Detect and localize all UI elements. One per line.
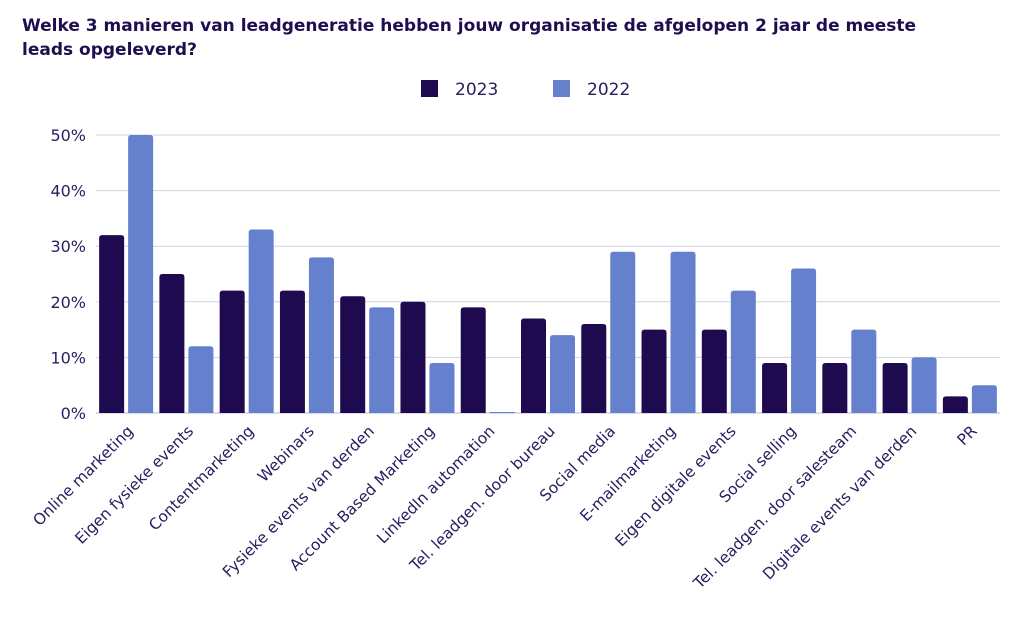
bar-2023-1	[159, 274, 185, 413]
x-tick-label: PR	[954, 422, 981, 449]
bar-2023-7	[521, 318, 546, 413]
y-tick-label: 10%	[50, 348, 86, 367]
x-tick-label: LinkedIn automation	[373, 422, 498, 547]
bar-2023-0	[99, 235, 125, 413]
bar-2023-6	[460, 307, 486, 413]
bar-2023-8	[581, 324, 607, 413]
bar-2023-5	[400, 301, 426, 413]
bar-2022-8	[610, 251, 636, 413]
bar-2022-6	[489, 412, 515, 413]
bar-2022-0	[128, 135, 154, 413]
y-tick-label: 30%	[50, 237, 86, 256]
y-tick-label: 20%	[50, 293, 86, 312]
bar-2022-1	[188, 346, 214, 413]
legend-swatch-2022	[553, 80, 570, 97]
y-tick-label: 40%	[50, 182, 86, 201]
bar-2023-9	[641, 329, 667, 413]
bar-2022-7	[550, 335, 575, 413]
bars	[99, 135, 997, 413]
gridlines	[96, 134, 1000, 414]
x-tick-label: Eigen digitale events	[612, 422, 740, 550]
bar-2022-9	[670, 251, 696, 413]
legend-label-2023: 2023	[455, 80, 498, 100]
bar-2022-10	[730, 290, 756, 413]
bar-2023-13	[882, 362, 908, 413]
bar-2022-2	[248, 229, 274, 413]
chart-title: Welke 3 manieren van leadgeneratie hebbe…	[22, 16, 917, 60]
x-tick-label: Contentmarketing	[145, 422, 257, 534]
bar-2022-5	[429, 362, 455, 413]
bar-2022-11	[791, 268, 817, 413]
bar-2023-10	[701, 329, 727, 413]
bar-2023-3	[279, 290, 305, 413]
legend-label-2022: 2022	[587, 80, 630, 100]
bar-2023-14	[942, 396, 968, 413]
bar-2022-12	[851, 329, 877, 413]
y-tick-label: 50%	[50, 126, 86, 145]
bar-2022-4	[369, 307, 395, 413]
x-tick-label: Webinars	[254, 422, 318, 486]
bar-2023-11	[762, 362, 788, 413]
bar-2023-4	[340, 296, 366, 413]
bar-2023-12	[822, 362, 848, 413]
bar-2022-14	[971, 385, 997, 413]
legend-swatch-2023	[421, 80, 438, 97]
legend: 2023 2022	[421, 80, 630, 100]
bar-2022-3	[308, 257, 334, 413]
y-axis: 0% 10% 20% 30% 40% 50%	[50, 126, 86, 423]
x-tick-label: Online marketing	[30, 422, 137, 529]
bar-2023-2	[219, 290, 245, 413]
bar-2022-13	[911, 357, 937, 413]
y-tick-label: 0%	[61, 404, 86, 423]
x-tick-label: Eigen fysieke events	[72, 422, 198, 548]
